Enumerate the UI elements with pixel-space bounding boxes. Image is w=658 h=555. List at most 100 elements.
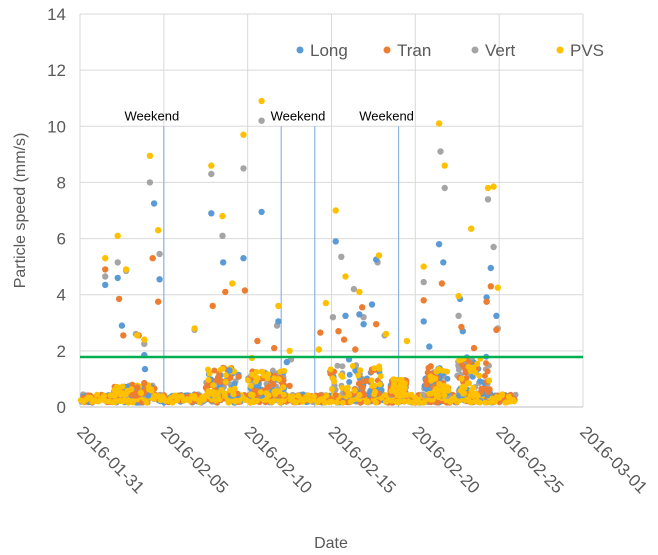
cluster-point [376, 365, 383, 372]
point-pvs [420, 263, 427, 270]
cluster-point [377, 373, 384, 380]
baseline-point [339, 399, 346, 406]
baseline-point [305, 392, 312, 399]
cluster-point [361, 392, 368, 399]
point-long [332, 238, 339, 245]
point-pvs [468, 225, 475, 232]
cluster-point [400, 392, 407, 399]
cluster-point [456, 357, 463, 364]
point-pvs [141, 336, 148, 343]
baseline-point [499, 391, 506, 398]
point-pvs [494, 284, 501, 291]
point-tran [141, 379, 148, 387]
cluster-point [280, 384, 287, 391]
cluster-point [270, 381, 277, 388]
point-vert [490, 243, 497, 251]
x-tick-label: 2016-02-20 [409, 422, 484, 497]
point-tran [271, 344, 278, 352]
y-tick-label: 2 [57, 342, 66, 361]
cluster-point [330, 375, 336, 382]
baseline-point [101, 392, 107, 399]
point-vert [338, 253, 345, 260]
point-tran [438, 280, 446, 287]
cluster-point [474, 360, 481, 367]
cluster-point [467, 392, 474, 399]
point-vert [114, 259, 121, 266]
cluster-point [360, 378, 367, 385]
legend-marker-long [296, 46, 304, 54]
baseline-point [505, 393, 512, 400]
point-tran [359, 304, 366, 311]
baseline-point [174, 397, 181, 404]
legend-marker-vert [471, 46, 479, 54]
legend-marker-pvs [556, 46, 564, 54]
point-tran [373, 321, 380, 328]
baseline-point [323, 392, 330, 399]
y-axis-title: Particle speed (mm/s) [12, 133, 29, 289]
baseline-point [416, 399, 422, 406]
cluster-point [247, 382, 254, 389]
cluster-point [398, 377, 405, 384]
point-long [150, 200, 158, 207]
y-tick-label: 0 [57, 398, 66, 417]
cluster-point [355, 380, 362, 387]
point-pvs [435, 120, 443, 127]
baseline-point [491, 398, 498, 405]
cluster-point [265, 371, 272, 378]
point-pvs [455, 292, 462, 300]
point-pvs [322, 299, 330, 307]
point-pvs [484, 184, 492, 192]
point-tran [340, 336, 348, 343]
cluster-point [390, 384, 397, 391]
cluster-point [332, 392, 339, 399]
point-tran [155, 298, 162, 305]
point-vert [156, 250, 163, 258]
baseline-point [364, 398, 371, 405]
point-tran [115, 295, 123, 303]
baseline-point [328, 398, 335, 405]
cluster-point [484, 368, 491, 375]
cluster-point [346, 371, 353, 378]
point-pvs [382, 330, 390, 338]
x-axis-title: Date [314, 535, 348, 552]
cluster-point [204, 382, 211, 389]
point-vert [329, 314, 337, 321]
cluster-point [349, 363, 356, 369]
point-vert [420, 278, 427, 286]
point-pvs [114, 232, 121, 239]
cluster-point [231, 380, 238, 387]
point-pvs [375, 252, 383, 259]
baseline-point [310, 393, 317, 400]
point-long [283, 358, 290, 366]
point-tran [286, 382, 293, 390]
baseline-point [333, 399, 340, 406]
cluster-point [249, 392, 256, 398]
point-long [360, 321, 367, 328]
cluster-point [277, 368, 284, 375]
cluster-point [468, 388, 475, 395]
legend-marker-tran [383, 46, 391, 54]
cluster-point [152, 392, 158, 399]
cluster-point [257, 389, 264, 396]
baseline-point [94, 391, 100, 398]
y-tick-label: 10 [47, 117, 66, 136]
cluster-point [377, 385, 384, 392]
cluster-point [466, 380, 473, 387]
baseline-point [129, 399, 136, 406]
cluster-point [345, 390, 352, 397]
point-pvs [286, 347, 293, 355]
point-vert [484, 196, 492, 203]
point-pvs [315, 346, 323, 353]
point-long [156, 276, 163, 283]
data-points [77, 97, 519, 406]
baseline-point [289, 393, 296, 400]
cluster-point [230, 391, 237, 398]
point-pvs [208, 162, 215, 169]
cluster-point [440, 388, 447, 395]
point-pvs [155, 227, 162, 234]
cluster-point [253, 378, 259, 385]
cluster-point [351, 387, 358, 394]
point-tran [149, 255, 156, 262]
cluster-point [467, 367, 474, 374]
